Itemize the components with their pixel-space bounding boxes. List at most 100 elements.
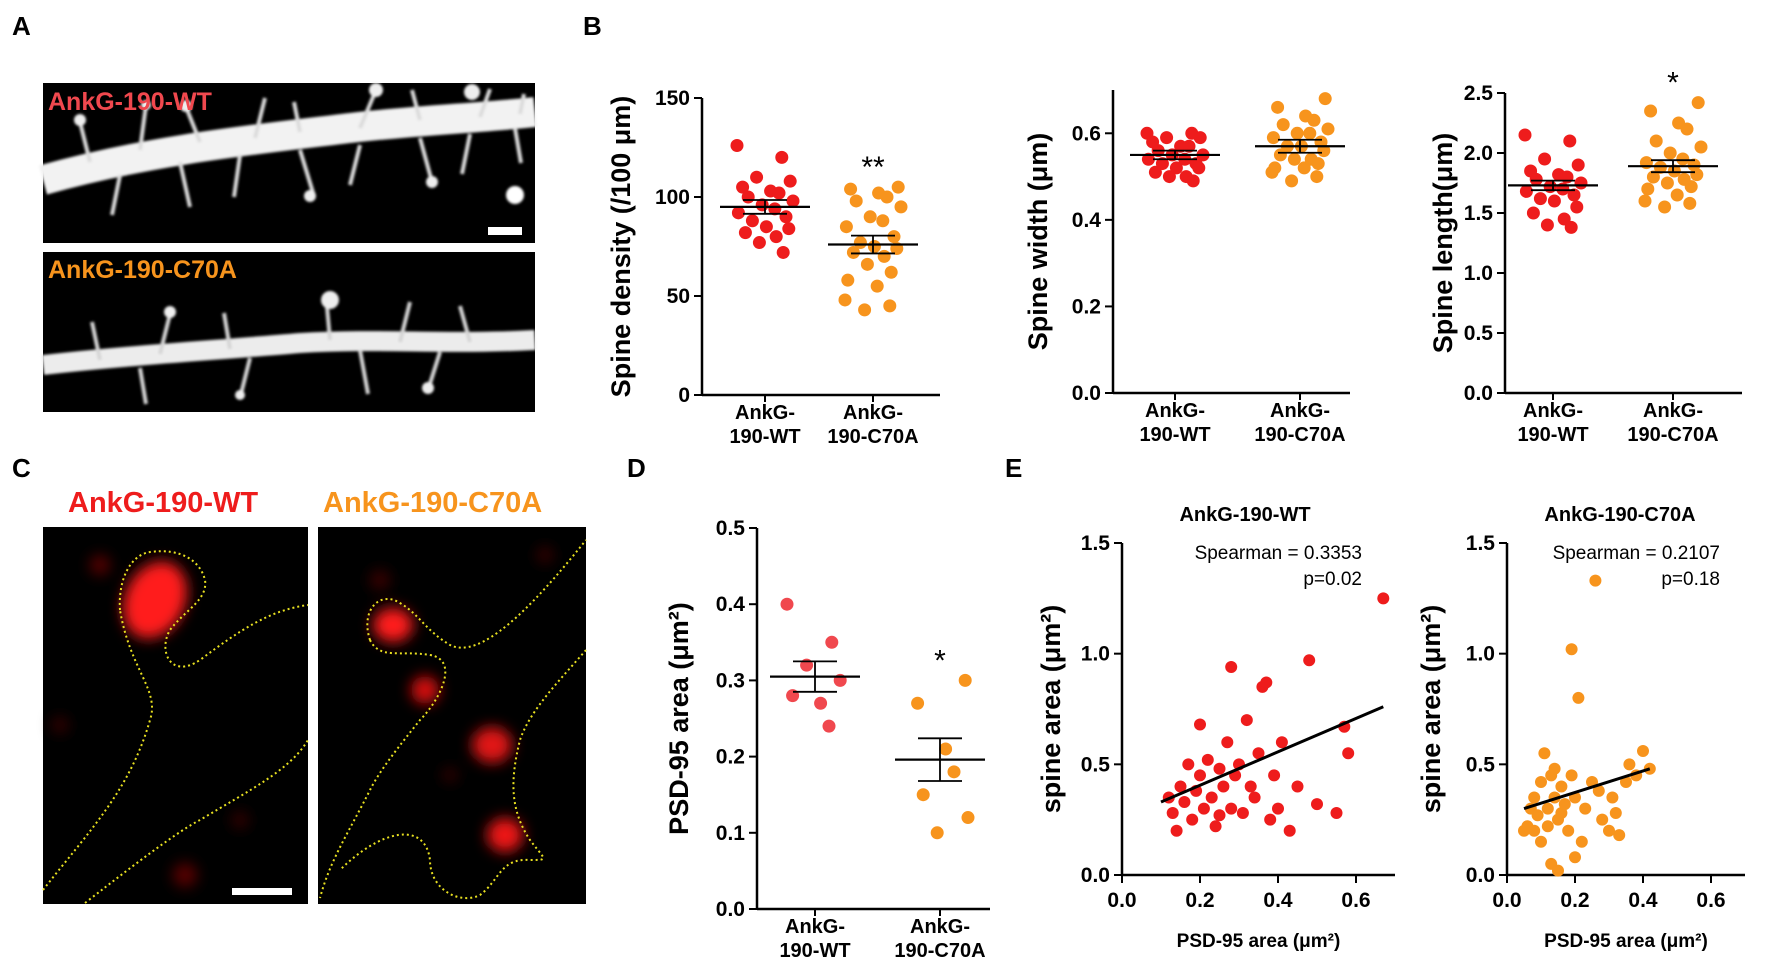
data-point — [1574, 176, 1588, 190]
data-point — [1558, 798, 1571, 811]
x-tick-label: 0.4 — [1628, 889, 1658, 912]
data-point — [1264, 813, 1277, 826]
data-point — [738, 226, 752, 240]
y-tick-label: 0 — [678, 384, 690, 407]
data-point — [1268, 769, 1281, 782]
chart-psd95-area: 0.0 0.1 0.2 0.3 0.4 0.5 PSD-95 area (μm²) AnkG-… — [664, 517, 990, 962]
data-point — [731, 206, 745, 220]
data-point — [1620, 776, 1632, 789]
data-point — [1694, 140, 1708, 154]
data-point — [776, 245, 790, 259]
data-point — [730, 139, 744, 153]
data-point — [1283, 824, 1296, 837]
data-point — [745, 214, 759, 228]
category-line: 190-WT — [779, 940, 850, 962]
data-point — [1225, 660, 1238, 673]
chart-correlation-c70a: 0.0 0.5 1.0 1.5 0.0 0.2 0.4 0.6 PSD-95 area (μm²… — [1416, 504, 1745, 952]
data-point — [1197, 802, 1210, 815]
data-point — [1265, 165, 1279, 179]
y-tick-label: 1.0 — [1081, 643, 1110, 666]
data-point — [1579, 802, 1592, 815]
category-line: AnkG- — [1643, 400, 1703, 422]
label-wt: AnkG-190-WT — [48, 88, 212, 116]
data-point — [947, 765, 961, 779]
data-point — [1548, 762, 1561, 775]
y-axis-label: spine area (μm²) — [1416, 605, 1446, 814]
data-point — [1567, 188, 1581, 202]
data-point — [1660, 176, 1674, 190]
data-point — [1276, 118, 1290, 132]
data-point — [741, 190, 755, 204]
x-category-label: AnkG-190-WT — [1517, 400, 1588, 446]
data-point — [1155, 157, 1169, 171]
data-point — [1564, 220, 1578, 234]
data-point — [1318, 92, 1332, 106]
y-axis-label: spine area (μm²) — [1036, 605, 1066, 814]
data-point — [768, 202, 782, 216]
data-point — [891, 180, 905, 194]
data-point — [1538, 747, 1551, 760]
data-point — [1529, 172, 1543, 186]
data-point — [1240, 714, 1253, 727]
data-point — [844, 182, 858, 196]
y-tick-label: 1.5 — [1464, 202, 1494, 225]
chart-title: AnkG-190-C70A — [1544, 504, 1695, 526]
x-axis-label: PSD-95 area (μm²) — [1544, 931, 1708, 952]
data-point — [939, 742, 953, 756]
data-point — [1186, 813, 1199, 826]
data-point — [1569, 851, 1581, 864]
data-point — [1531, 809, 1544, 822]
data-point — [1690, 168, 1704, 182]
data-point — [1592, 784, 1605, 797]
x-axis-label: PSD-95 area (μm²) — [1177, 931, 1341, 952]
panel-label-e: E — [1005, 453, 1022, 483]
data-point — [1169, 161, 1183, 175]
data-point — [1303, 654, 1316, 667]
data-point — [1623, 758, 1636, 771]
data-point — [916, 788, 930, 802]
data-point — [1303, 126, 1317, 140]
y-tick-label: 1.0 — [1466, 643, 1495, 666]
data-point — [1307, 113, 1321, 127]
data-point — [1260, 676, 1273, 689]
data-point — [1570, 200, 1584, 214]
data-point — [1644, 104, 1658, 118]
category-line: AnkG- — [1270, 400, 1330, 422]
y-tick-label: 0.4 — [1072, 209, 1102, 232]
chart-title: AnkG-190-WT — [1179, 504, 1310, 526]
data-point — [1575, 835, 1588, 848]
category-line: 190-C70A — [1627, 424, 1718, 446]
data-point — [1646, 170, 1660, 184]
data-point — [841, 273, 855, 287]
data-point — [736, 180, 750, 194]
data-point — [1667, 164, 1681, 178]
panel-label-a: A — [12, 11, 31, 41]
data-point — [1680, 122, 1694, 136]
scale-bar-c — [232, 888, 292, 895]
data-point — [1273, 148, 1287, 162]
x-category-label: AnkG-190-C70A — [894, 916, 985, 962]
x-category-label: AnkG-190-C70A — [1254, 400, 1345, 446]
data-point — [772, 186, 786, 200]
data-point — [1676, 152, 1690, 166]
data-point — [860, 257, 874, 271]
data-point — [1217, 780, 1230, 793]
dendrite-c70a — [41, 291, 536, 405]
data-point — [1290, 126, 1304, 140]
x-tick-label: 0.4 — [1263, 889, 1293, 912]
data-point — [1213, 762, 1226, 775]
x-category-label: AnkG-190-WT — [779, 916, 850, 962]
data-point — [1236, 807, 1249, 820]
data-point — [1562, 824, 1575, 837]
data-point — [769, 230, 783, 244]
data-point — [1638, 194, 1652, 208]
data-point — [1182, 758, 1195, 771]
data-point — [825, 635, 839, 649]
data-point — [887, 230, 901, 244]
data-point — [863, 210, 877, 224]
y-tick-label: 100 — [655, 186, 690, 209]
y-tick-label: 0.0 — [1081, 864, 1110, 887]
